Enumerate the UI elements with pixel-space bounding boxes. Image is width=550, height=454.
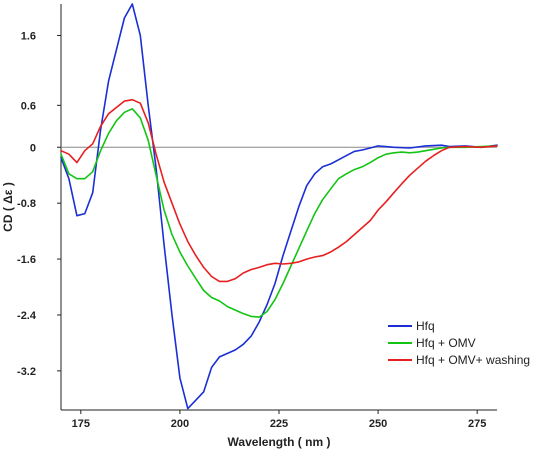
y-tick-label: -2.4 <box>17 310 37 322</box>
x-tick-label: 250 <box>369 418 387 430</box>
y-axis-label: CD ( Δε ) <box>1 182 15 232</box>
y-tick-label: -0.8 <box>17 198 36 210</box>
x-tick-label: 200 <box>171 418 189 430</box>
series-line-hfq-omv-washing <box>60 98 498 283</box>
y-axis-ticks: 1.6 0.6 0 -0.8 -1.6 -2.4 -3.2 <box>17 30 61 378</box>
legend-label: Hfq + OMV <box>416 336 476 350</box>
legend-label: Hfq <box>416 319 435 333</box>
series-line-hfq-omv <box>60 108 498 318</box>
legend: Hfq Hfq + OMV Hfq + OMV+ washing <box>388 319 530 367</box>
y-tick-label: 1.6 <box>21 30 36 42</box>
x-axis-ticks: 175 200 225 250 275 <box>72 410 486 430</box>
series-layer <box>60 3 498 410</box>
x-tick-label: 225 <box>270 418 288 430</box>
x-tick-label: 275 <box>468 418 486 430</box>
x-tick-label: 175 <box>72 418 90 430</box>
series-line-hfq <box>60 3 498 410</box>
y-tick-label: -3.2 <box>17 366 36 378</box>
y-tick-label: -1.6 <box>17 254 36 266</box>
y-tick-label: 0 <box>30 142 36 154</box>
legend-label: Hfq + OMV+ washing <box>416 353 530 367</box>
x-axis-label: Wavelength ( nm ) <box>228 435 331 449</box>
y-tick-label: 0.6 <box>21 100 36 112</box>
